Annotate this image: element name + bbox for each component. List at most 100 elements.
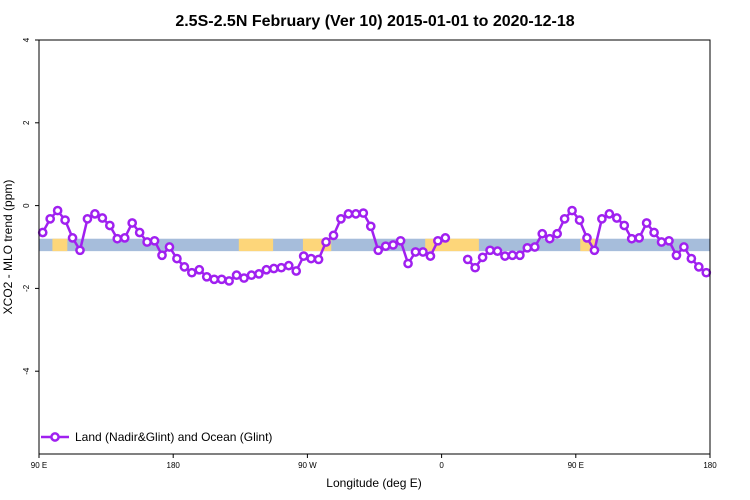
data-point [298,251,309,261]
data-point [157,250,167,261]
data-point [611,213,622,223]
data-point [351,209,361,219]
data-point [209,274,220,285]
data-point [418,247,428,257]
land-band-segment [52,238,68,252]
x-tick-label: 0 [439,461,444,470]
legend-label: Land (Nadir&Glint) and Ocean (Glint) [75,430,272,444]
x-tick-label: 90 E [31,461,47,470]
data-point [343,209,354,219]
y-axis-label: XCO2 - MLO trend (ppm) [1,180,15,315]
data-point [507,250,518,261]
x-tick-label: 180 [703,461,717,470]
data-point [656,237,667,247]
data-point [440,233,451,243]
y-tick-label: 4 [22,37,31,42]
data-point [216,274,227,285]
data-point [552,228,563,239]
data-point [254,269,264,279]
data-point [134,227,145,238]
data-point [433,235,443,246]
data-point [60,215,70,225]
data-point [485,245,495,256]
data-point [321,237,331,247]
ocean-band [39,238,710,252]
y-tick-label: -4 [22,367,31,375]
data-point [388,240,398,250]
data-point [67,233,78,243]
x-tick-label: 90 W [298,461,317,470]
data-point [82,213,93,224]
data-point [634,233,645,243]
y-tick-label: -2 [22,284,31,292]
data-point [276,262,287,273]
data-point [515,250,525,261]
data-point [693,262,704,272]
data-point [164,242,175,252]
data-point [701,267,712,278]
data-point [37,227,48,238]
x-tick-label: 180 [167,461,181,470]
data-point [522,242,533,253]
legend-marker [50,432,60,442]
data-point [52,205,63,216]
data-point [246,270,257,281]
x-axis-label: Longitude (deg E) [326,476,421,490]
y-tick-label: 0 [22,203,31,208]
data-point [686,253,697,264]
data-point [619,220,630,231]
x-tick-label: 90 E [568,461,584,470]
chart-title: 2.5S-2.5N February (Ver 10) 2015-01-01 t… [175,13,574,30]
data-point [149,235,160,246]
data-point [201,271,212,282]
data-point [567,205,577,216]
data-point [403,258,413,269]
data-point [239,273,249,283]
data-point [626,233,637,244]
data-point [313,254,324,265]
data-point [172,253,182,264]
data-point [127,218,138,228]
data-point [529,242,540,252]
land-mask-band [39,238,710,252]
data-point [582,233,592,243]
data-point [395,235,406,246]
data-point [559,213,570,224]
data-point [224,276,234,286]
data-point [75,245,85,256]
data-point [679,242,689,252]
data-point [90,209,100,219]
land-band-segment [238,238,274,252]
y-tick-label: 2 [22,120,31,125]
data-point [104,220,115,231]
data-point [537,228,548,239]
data-point [671,250,682,261]
data-point [291,266,302,276]
data-point [604,209,615,219]
data-point [45,213,56,224]
data-point [306,253,316,264]
data-point [365,221,376,232]
data-point [142,237,152,247]
data-point [373,245,384,256]
data-point [410,247,421,257]
data-point [179,262,190,272]
data-point [477,252,488,263]
data-point [425,251,436,261]
data-point [589,245,600,256]
legend: Land (Nadir&Glint) and Ocean (Glint) [41,430,272,444]
data-point [112,233,123,244]
data-point [544,233,555,244]
data-point [500,251,510,261]
data-point [641,218,652,228]
x-axis: 90 E 180 90 W 0 90 E 180 [31,454,717,470]
data-point [664,235,674,246]
data-point [261,264,272,275]
data-point [283,260,294,271]
data-point [574,215,585,225]
data-point [231,270,242,281]
data-point [380,241,391,252]
data-point [186,267,197,278]
data-point [462,254,473,265]
